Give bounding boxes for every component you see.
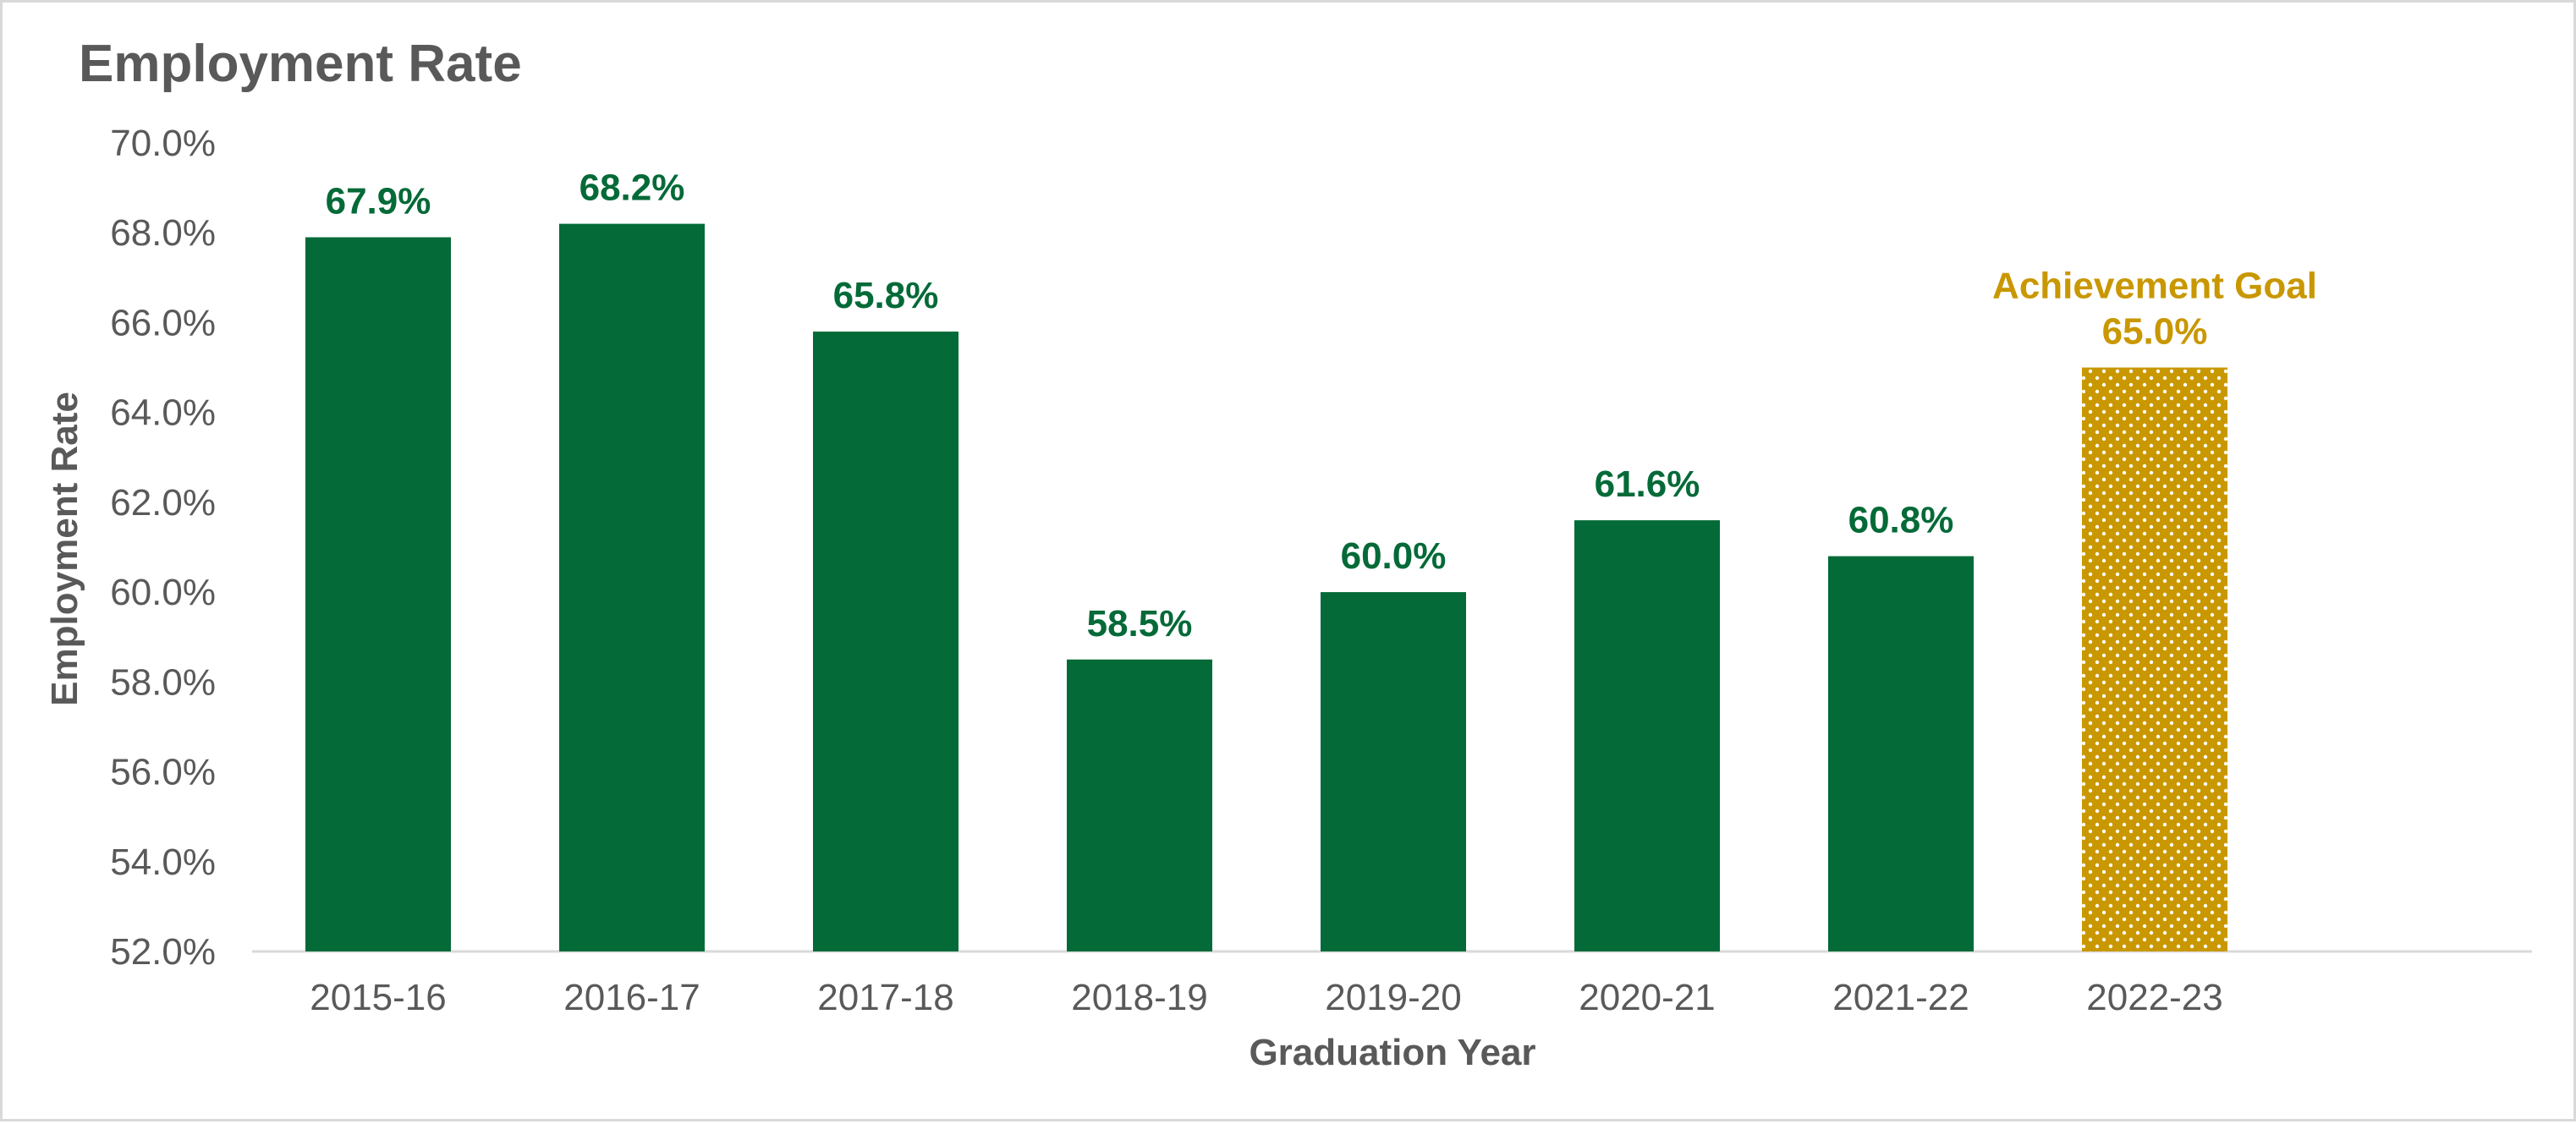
x-tick-label: 2017-18 bbox=[817, 977, 953, 1018]
y-axis-ticks: 52.0% 54.0% 56.0% 58.0% 60.0% 62.0% 64.0% 66.0%… bbox=[110, 123, 216, 973]
x-tick-label: 2015-16 bbox=[310, 977, 446, 1018]
data-label: 60.8% bbox=[1848, 500, 1954, 541]
x-axis-ticks: 2015-16 2016-17 2017-18 2018-19 2019-20 2020-… bbox=[310, 977, 2222, 1018]
y-tick-label: 54.0% bbox=[110, 842, 216, 883]
bar-chart: Employment Rate 52.0% 54.0% 56.0% 58.0% 60.0… bbox=[44, 35, 2532, 1073]
data-label: 65.0% bbox=[2102, 311, 2208, 353]
y-tick-label: 68.0% bbox=[110, 212, 216, 254]
y-tick-label: 66.0% bbox=[110, 302, 216, 343]
x-tick-label: 2019-20 bbox=[1325, 977, 1461, 1018]
bar bbox=[1574, 520, 1720, 951]
x-tick-label: 2021-22 bbox=[1832, 977, 1969, 1018]
data-label: 61.6% bbox=[1595, 463, 1700, 505]
x-axis-title: Graduation Year bbox=[1249, 1032, 1535, 1073]
x-tick-label: 2018-19 bbox=[1071, 977, 1207, 1018]
bar bbox=[813, 332, 958, 952]
x-tick-label: 2020-21 bbox=[1579, 977, 1715, 1018]
bars bbox=[305, 223, 2227, 952]
y-tick-label: 52.0% bbox=[110, 931, 216, 973]
data-labels: 67.9% 68.2% 65.8% 58.5% 60.0% 61.6% 60.8% 65.0%… bbox=[326, 167, 2317, 644]
bar bbox=[1828, 556, 1974, 951]
bar bbox=[305, 237, 451, 951]
data-label: 67.9% bbox=[326, 181, 431, 222]
y-tick-label: 60.0% bbox=[110, 572, 216, 613]
y-tick-label: 64.0% bbox=[110, 392, 216, 434]
chart-title: Employment Rate bbox=[79, 35, 522, 93]
data-label: 65.8% bbox=[833, 275, 939, 316]
data-label: 68.2% bbox=[579, 167, 685, 209]
goal-annotation: Achievement Goal bbox=[1992, 266, 2317, 307]
data-label: 58.5% bbox=[1087, 603, 1193, 644]
bar bbox=[559, 223, 705, 952]
y-tick-label: 58.0% bbox=[110, 661, 216, 703]
y-tick-label: 62.0% bbox=[110, 482, 216, 524]
x-tick-label: 2022-23 bbox=[2086, 977, 2222, 1018]
data-label: 60.0% bbox=[1341, 535, 1447, 577]
y-tick-label: 70.0% bbox=[110, 123, 216, 164]
y-tick-label: 56.0% bbox=[110, 752, 216, 793]
bar bbox=[1321, 592, 1466, 951]
bar bbox=[1067, 659, 1212, 951]
x-tick-label: 2016-17 bbox=[563, 977, 700, 1018]
y-axis-title: Employment Rate bbox=[44, 392, 85, 706]
goal-bar bbox=[2082, 367, 2227, 951]
